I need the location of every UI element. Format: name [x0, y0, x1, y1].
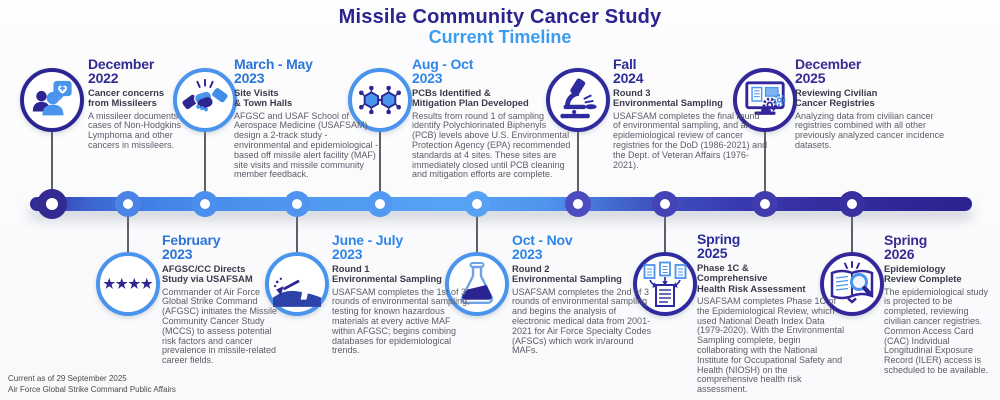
milestone-date: December 2025	[795, 56, 862, 86]
milestone-icon-circle	[733, 68, 797, 132]
milestone-subtitle: Round 2 Environmental Sampling	[512, 263, 622, 285]
connector-line	[204, 130, 206, 200]
milestone-icon-circle	[173, 68, 237, 132]
milestone-description: Results from round 1 of sampling identif…	[412, 110, 571, 180]
people-medical-chat-icon	[32, 80, 72, 116]
timeline-node-fall-2024	[565, 191, 591, 217]
timeline-bar	[30, 197, 972, 211]
book-magnifier-icon	[830, 261, 874, 304]
milestone-description: AFGSC and USAF School of Aerospace Medic…	[234, 110, 379, 180]
milestone-description: USAFSAM completes the 1st of 3 rounds of…	[332, 286, 470, 356]
four-stars-icon	[103, 277, 153, 289]
milestone-description: The epidemiological study is projected t…	[884, 286, 989, 376]
milestone-description: USAFSAM completes Phase 1C of the Epidem…	[697, 296, 845, 395]
connector-line	[577, 130, 579, 200]
timeline-node-aug-oct-2023	[367, 191, 393, 217]
milestone-date: March - May 2023	[234, 56, 313, 86]
computer-registry-icon	[745, 81, 786, 115]
timeline-node-feb-2023	[115, 191, 141, 217]
milestone-icon-circle	[265, 252, 329, 316]
milestone-date: Spring 2026	[884, 232, 928, 262]
milestone-subtitle: Round 3 Environmental Sampling	[613, 87, 723, 109]
footer-attribution: Air Force Global Strike Command Public A…	[8, 384, 176, 394]
timeline-node-spring-2025	[652, 191, 678, 217]
timeline-node-dec-2022	[37, 189, 67, 219]
milestone-description: Commander of Air Force Global Strike Com…	[162, 286, 278, 366]
connector-line	[764, 130, 766, 200]
flask-icon	[460, 262, 494, 305]
shovel-digging-icon	[273, 265, 321, 307]
milestone-date: Fall 2024	[613, 56, 644, 86]
milestone-icon-circle	[445, 252, 509, 316]
milestone-icon-circle	[96, 252, 160, 316]
title-main: Missile Community Cancer Study	[338, 6, 662, 28]
handshake-icon	[182, 78, 228, 112]
milestone-icon-circle	[348, 68, 412, 132]
milestone-description: USAFSAM completes the final round of env…	[613, 110, 768, 170]
timeline-node-jun-jul-2023	[284, 191, 310, 217]
footer-current-as-of: Current as of 29 September 2025	[8, 374, 127, 383]
milestone-description: Analyzing data from civilian cancer regi…	[795, 110, 945, 151]
milestone-description: USAFSAM completes the 2nd of 3 rounds of…	[512, 286, 652, 356]
milestone-date: June - July 2023	[332, 232, 403, 262]
milestone-subtitle: AFGSC/CC Directs Study via USAFSAM	[162, 263, 253, 285]
milestone-date: February 2023	[162, 232, 221, 262]
milestone-date: December 2022	[88, 56, 155, 86]
documents-merge-icon	[643, 261, 687, 307]
timeline-node-dec-2025	[752, 191, 778, 217]
milestone-subtitle: PCBs Identified & Mitigation Plan Develo…	[412, 87, 529, 109]
milestone-subtitle: Epidemiology Review Complete	[884, 263, 962, 285]
milestone-icon-circle	[546, 68, 610, 132]
milestone-subtitle: Round 1 Environmental Sampling	[332, 263, 442, 285]
footer-credit: Current as of 29 September 2025 Air Forc…	[8, 374, 176, 396]
pcb-molecule-icon	[359, 85, 401, 115]
connector-line	[379, 130, 381, 200]
milestone-icon-circle	[633, 252, 697, 316]
milestone-date: Spring 2025	[697, 231, 741, 261]
milestone-subtitle: Reviewing Civilian Cancer Registries	[795, 87, 878, 109]
timeline-node-oct-nov-2023	[464, 191, 490, 217]
timeline-node-mar-may-2023	[192, 191, 218, 217]
milestone-icon-circle	[20, 68, 84, 132]
microscope-icon	[560, 78, 597, 119]
milestone-date: Oct - Nov 2023	[512, 232, 573, 262]
milestone-description: A missileer documents cases of Non-Hodgk…	[88, 110, 182, 151]
milestone-icon-circle	[820, 252, 884, 316]
milestone-date: Aug - Oct 2023	[412, 56, 474, 86]
title-sub: Current Timeline	[428, 27, 572, 47]
milestone-subtitle: Cancer concerns from Missileers	[88, 87, 165, 109]
timeline-node-spring-2026	[839, 191, 865, 217]
milestone-subtitle: Site Visits & Town Halls	[234, 87, 293, 109]
page-title: Missile Community Cancer Study Current T…	[0, 7, 1000, 48]
milestone-subtitle: Phase 1C & Comprehensive Health Risk Ass…	[697, 262, 806, 294]
